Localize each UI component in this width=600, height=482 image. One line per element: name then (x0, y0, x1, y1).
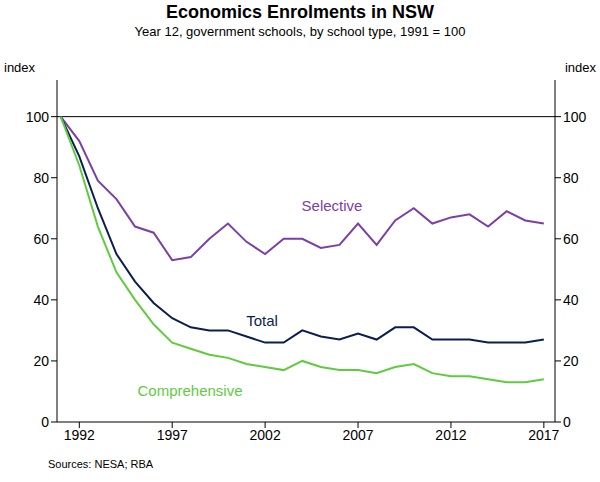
svg-text:80: 80 (33, 170, 49, 186)
html-text:Sources: NESA; RBA: Sources: NESA; RBA (48, 458, 154, 470)
svg-text:20: 20 (563, 353, 579, 369)
svg-text:40: 40 (33, 292, 49, 308)
svg-text:60: 60 (33, 231, 49, 247)
html-text:Economics Enrolments in NSW: Economics Enrolments in NSW (166, 2, 434, 22)
svg-text:80: 80 (563, 170, 579, 186)
svg-text:1997: 1997 (157, 427, 188, 443)
svg-text:2002: 2002 (250, 427, 281, 443)
svg-text:2007: 2007 (342, 427, 373, 443)
svg-text:0: 0 (563, 414, 571, 430)
html-text:index: index (564, 60, 596, 75)
svg-text:2017: 2017 (528, 427, 559, 443)
html-text:Total: Total (246, 311, 278, 329)
html-text:Selective: Selective (301, 196, 363, 214)
svg-text:60: 60 (563, 231, 579, 247)
svg-text:100: 100 (26, 109, 50, 125)
svg-text:100: 100 (563, 109, 587, 125)
svg-text:2012: 2012 (435, 427, 466, 443)
svg-text:20: 20 (33, 353, 49, 369)
svg-text:0: 0 (41, 414, 49, 430)
svg-text:1992: 1992 (64, 427, 95, 443)
svg-text:40: 40 (563, 292, 579, 308)
html-text:Comprehensive: Comprehensive (137, 381, 243, 399)
html-text:Year 12, government schools, b: Year 12, government schools, by school t… (134, 24, 466, 39)
html-text:index: index (4, 60, 36, 75)
